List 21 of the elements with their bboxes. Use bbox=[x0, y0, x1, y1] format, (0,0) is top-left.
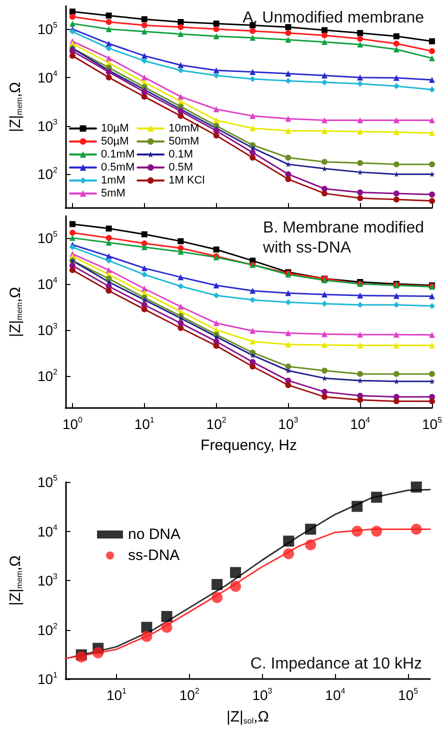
annotation: A. Unmodified membrane bbox=[242, 10, 424, 26]
y-axis-title: |Z|mem,Ω bbox=[7, 555, 24, 606]
legend-label: 10mM bbox=[168, 122, 200, 134]
legend-label: ss-DNA bbox=[128, 547, 180, 564]
legend-label: no DNA bbox=[128, 526, 181, 543]
legend-label: 5mM bbox=[101, 188, 126, 200]
legend-label: 1mM bbox=[101, 174, 126, 186]
annotation: B. Membrane modified with ss-DNA bbox=[262, 220, 424, 256]
x-axis-title: |Z|sol,Ω bbox=[226, 708, 270, 726]
legend-label: 0.1M bbox=[168, 148, 194, 160]
legend-label: 1M KCl bbox=[168, 174, 205, 186]
legend-label: 50µM bbox=[101, 136, 129, 148]
legend-label: 0.5mM bbox=[101, 162, 135, 174]
y-axis-title: |Z|mem,Ω bbox=[7, 286, 24, 338]
x-axis-title: Frequency, Hz bbox=[200, 437, 297, 454]
legend-label: 0.1mM bbox=[101, 148, 135, 160]
legend-label: 0.5M bbox=[168, 162, 194, 174]
legend-label: 50mM bbox=[168, 136, 200, 148]
y-axis-title: |Z|mem,Ω bbox=[7, 82, 24, 132]
legend-label: 10µM bbox=[101, 122, 129, 134]
annotation: C. Impedance at 10 kHz bbox=[250, 656, 422, 672]
